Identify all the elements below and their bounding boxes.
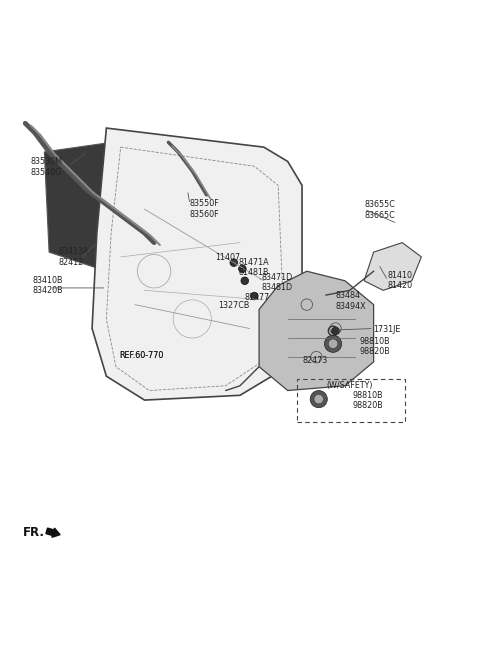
Circle shape — [332, 340, 339, 348]
Text: FR.: FR. — [23, 526, 45, 539]
Text: REF.60-770: REF.60-770 — [120, 351, 164, 360]
Polygon shape — [92, 128, 302, 400]
Polygon shape — [364, 242, 421, 290]
Text: REF.60-770: REF.60-770 — [120, 351, 164, 360]
Text: 1731JE: 1731JE — [373, 325, 401, 334]
Text: 83550F
83560F: 83550F 83560F — [190, 200, 220, 219]
Text: 83410B
83420B: 83410B 83420B — [33, 276, 63, 295]
Text: 98810B
98820B: 98810B 98820B — [352, 391, 383, 410]
Text: 83413A
82412: 83413A 82412 — [59, 247, 89, 267]
Text: 82473: 82473 — [302, 357, 327, 365]
Polygon shape — [44, 143, 159, 271]
Text: 11407: 11407 — [215, 254, 240, 262]
Text: 81477: 81477 — [245, 292, 270, 302]
Circle shape — [251, 292, 258, 300]
Circle shape — [332, 327, 339, 334]
Circle shape — [239, 265, 246, 273]
Circle shape — [324, 335, 342, 352]
Text: (W/SAFETY): (W/SAFETY) — [326, 381, 372, 390]
Circle shape — [241, 277, 249, 284]
Circle shape — [310, 390, 327, 408]
Text: 83530M
83540G: 83530M 83540G — [30, 158, 62, 177]
FancyArrow shape — [46, 528, 60, 537]
Circle shape — [328, 339, 338, 349]
Text: 81471A
81481B: 81471A 81481B — [239, 258, 269, 277]
Text: 98810B
98820B: 98810B 98820B — [360, 337, 390, 356]
Text: 81410
81420: 81410 81420 — [388, 271, 413, 290]
Circle shape — [230, 259, 238, 267]
Text: 83471D
83481D: 83471D 83481D — [262, 273, 293, 292]
Text: 83484
83494X: 83484 83494X — [336, 291, 366, 311]
Polygon shape — [259, 271, 373, 390]
Circle shape — [314, 394, 324, 404]
Text: 1327CB: 1327CB — [218, 301, 250, 310]
Text: 83655C
83665C: 83655C 83665C — [364, 200, 395, 220]
